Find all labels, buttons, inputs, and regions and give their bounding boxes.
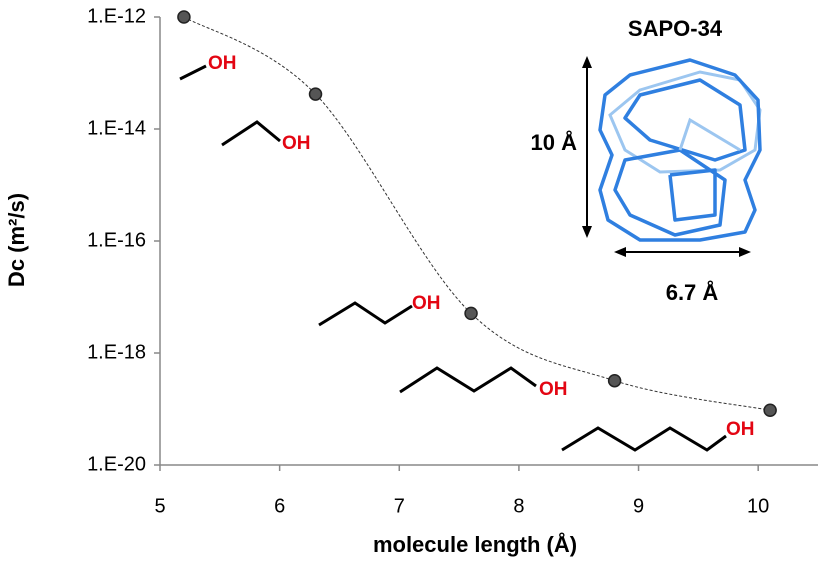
y-tick-label: 1.E-14 bbox=[87, 117, 146, 139]
group-label: OH bbox=[208, 53, 237, 74]
group-label: OH bbox=[539, 379, 568, 400]
molecules bbox=[179, 64, 727, 452]
x-tick-label: 7 bbox=[394, 495, 405, 517]
y-tick-label: 1.E-12 bbox=[87, 5, 146, 27]
group-label: OH bbox=[282, 133, 311, 154]
width-label: 6.7 Å bbox=[666, 279, 719, 305]
data-point bbox=[177, 10, 191, 24]
x-tick-label: 9 bbox=[633, 495, 644, 517]
data-point bbox=[763, 403, 777, 417]
x-axis-title: molecule length (Å) bbox=[373, 531, 577, 557]
x-tick-label: 10 bbox=[747, 495, 769, 517]
sapo-cage bbox=[598, 58, 762, 242]
dimension-arrows bbox=[582, 56, 751, 257]
data-point bbox=[308, 87, 323, 101]
data-point bbox=[607, 373, 622, 388]
x-tick-label: 8 bbox=[513, 495, 524, 517]
y-tick-label: 1.E-16 bbox=[87, 229, 146, 251]
y-tick-label: 1.E-20 bbox=[87, 453, 146, 475]
group-label: OH bbox=[412, 293, 441, 314]
framework-label: SAPO-34 bbox=[628, 16, 723, 41]
y-axis-title: Dc (m²/s) bbox=[4, 193, 29, 287]
height-label: 10 Å bbox=[531, 129, 578, 155]
data-point bbox=[464, 306, 478, 321]
x-tick-label: 5 bbox=[154, 495, 165, 517]
trend-line bbox=[183, 16, 771, 411]
y-tick-label: 1.E-18 bbox=[87, 341, 146, 363]
x-tick-label: 6 bbox=[274, 495, 285, 517]
group-label: OH bbox=[726, 419, 755, 440]
